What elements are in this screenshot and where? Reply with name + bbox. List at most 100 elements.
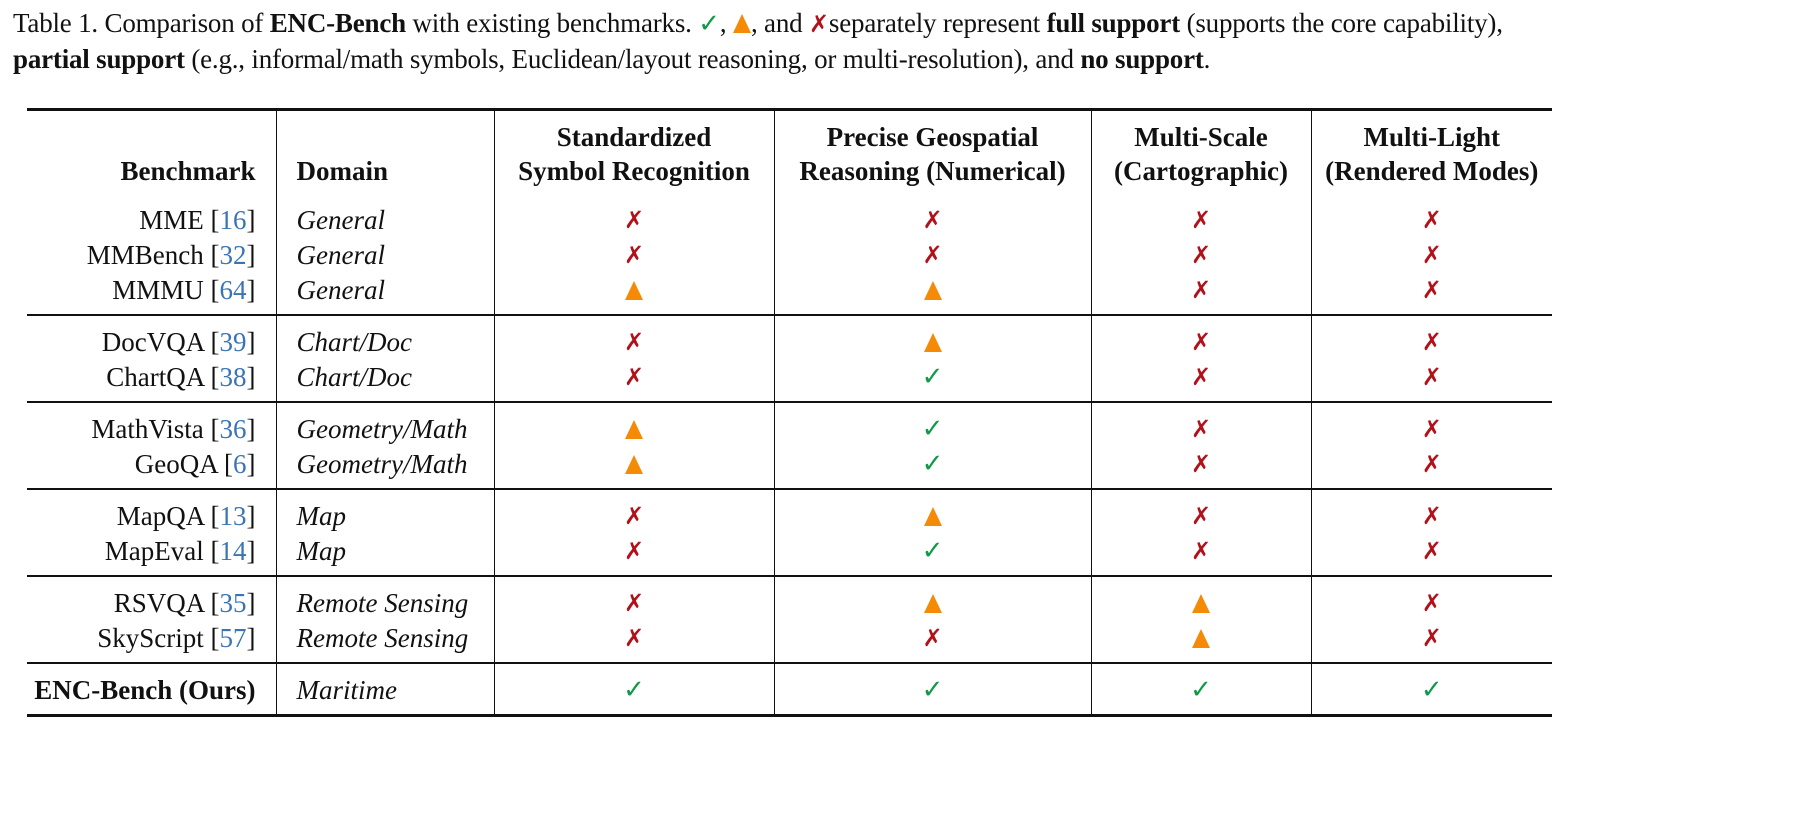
support-cell: ✓: [773, 403, 1091, 446]
triangle-icon: [732, 14, 751, 33]
cross-icon: ✗: [922, 206, 943, 234]
citation-link[interactable]: 35: [219, 587, 247, 618]
support-cell: ✓: [773, 359, 1091, 401]
domain-cell: Map: [275, 533, 494, 575]
support-cell: ✗: [1310, 272, 1552, 314]
support-cell: ✗: [493, 316, 774, 359]
domain-cell: Geometry/Math: [275, 403, 494, 446]
cross-icon: ✗: [623, 363, 645, 391]
cross-icon: ✗: [1421, 589, 1442, 617]
cross-icon: ✗: [1421, 502, 1442, 530]
support-cell: ✗: [773, 194, 1091, 237]
citation-link[interactable]: 14: [219, 535, 247, 566]
support-cell: ✗: [1090, 446, 1311, 488]
domain-cell: Maritime: [275, 664, 494, 714]
citation-link[interactable]: 32: [219, 239, 247, 270]
cross-icon: ✗: [1421, 276, 1442, 304]
domain-cell: Map: [275, 490, 494, 533]
benchmark-cell: SkyScript [57]: [27, 620, 276, 662]
divider: [27, 488, 1552, 490]
benchmark-cell: MathVista [36]: [27, 403, 276, 446]
citation-link[interactable]: 6: [233, 448, 247, 479]
divider: [27, 575, 1552, 577]
triangle-icon: [923, 280, 942, 300]
support-cell: [773, 490, 1091, 533]
bracket: [: [203, 274, 220, 305]
support-cell: ✓: [773, 533, 1091, 575]
caption-text: ,: [719, 8, 733, 38]
support-cell: ✗: [773, 620, 1091, 662]
header-line: Multi-Light: [1363, 122, 1500, 152]
header-row: Benchmark Domain Standardized Symbol Reco…: [27, 111, 1552, 194]
support-cell: [773, 577, 1091, 620]
table-row: GeoQA [6] Geometry/Math ✓ ✗ ✗: [27, 446, 1552, 488]
divider: [27, 401, 1552, 403]
bracket: ]: [246, 622, 256, 653]
triangle-icon: [1192, 593, 1210, 613]
support-cell: ✓: [1310, 664, 1552, 714]
benchmark-cell: GeoQA [6]: [27, 446, 276, 488]
triangle-icon: [923, 593, 942, 613]
benchmark-name: MapQA: [116, 500, 204, 531]
citation-link[interactable]: 39: [219, 326, 247, 357]
table-row: MapEval [14] Map ✗ ✓ ✗ ✗: [27, 533, 1552, 575]
support-cell: ✗: [1310, 237, 1552, 272]
header-multi-light: Multi-Light (Rendered Modes): [1310, 111, 1552, 194]
citation-link[interactable]: 36: [219, 413, 247, 444]
citation-link[interactable]: 38: [219, 361, 247, 392]
cross-icon: ✗: [1421, 328, 1442, 356]
cross-icon: ✗: [1190, 450, 1212, 478]
caption-text: (e.g., informal/math symbols, Euclidean/…: [184, 44, 1081, 74]
bracket: ]: [246, 448, 256, 479]
support-cell: [493, 446, 774, 488]
caption-partial-support: partial support: [13, 44, 185, 74]
caption-text: (supports the core capability),: [1180, 8, 1503, 38]
cross-icon: ✗: [922, 624, 943, 652]
cross-icon: ✗: [1190, 276, 1212, 304]
cross-icon: ✗: [922, 241, 943, 269]
table-caption: Table 1. Comparison of ENC-Bench with ex…: [13, 6, 1793, 77]
bracket: [: [203, 535, 220, 566]
citation-link[interactable]: 13: [219, 500, 247, 531]
bracket: ]: [246, 239, 256, 270]
triangle-icon: [923, 332, 942, 352]
header-line: (Cartographic): [1114, 156, 1288, 186]
citation-link[interactable]: 64: [219, 274, 247, 305]
support-cell: [493, 403, 774, 446]
check-icon: ✓: [921, 536, 944, 566]
caption-text: , and: [750, 8, 809, 38]
support-cell: ✗: [1090, 316, 1311, 359]
cross-icon: ✗: [1421, 415, 1442, 443]
benchmark-name: DocVQA: [101, 326, 204, 357]
check-icon: ✓: [921, 449, 944, 479]
support-cell: ✗: [773, 237, 1091, 272]
bracket: ]: [246, 500, 256, 531]
bottom-rule: [27, 714, 1552, 717]
domain-cell: General: [275, 237, 494, 272]
cross-icon: ✗: [1190, 328, 1212, 356]
header-benchmark: Benchmark: [120, 156, 256, 186]
check-icon: ✓: [1190, 675, 1212, 705]
check-icon: ✓: [698, 9, 720, 39]
citation-link[interactable]: 16: [219, 204, 247, 235]
caption-benchmark-name: ENC-Bench: [269, 8, 406, 38]
support-cell: ✗: [1310, 359, 1552, 401]
table-row: DocVQA [39] Chart/Doc ✗ ✗ ✗: [27, 316, 1552, 359]
citation-link[interactable]: 57: [219, 622, 247, 653]
table-row: SkyScript [57] Remote Sensing ✗ ✗ ✗: [27, 620, 1552, 662]
benchmark-cell: MME [16]: [27, 194, 276, 237]
bracket: ]: [246, 361, 256, 392]
triangle-icon: [625, 419, 643, 439]
benchmark-name: MathVista: [91, 413, 204, 444]
benchmark-name: MMBench: [86, 239, 204, 270]
cross-icon: ✗: [623, 241, 645, 269]
support-cell: [1090, 620, 1311, 662]
caption-text: with existing benchmarks.: [405, 8, 699, 38]
cross-icon: ✗: [623, 328, 645, 356]
benchmark-name: GeoQA: [134, 448, 218, 479]
support-cell: ✗: [1090, 237, 1311, 272]
table: Benchmark Domain Standardized Symbol Reco…: [27, 111, 1552, 714]
benchmark-cell: MapQA [13]: [27, 490, 276, 533]
support-cell: ✗: [1310, 403, 1552, 446]
header-line: Multi-Scale: [1134, 122, 1268, 152]
